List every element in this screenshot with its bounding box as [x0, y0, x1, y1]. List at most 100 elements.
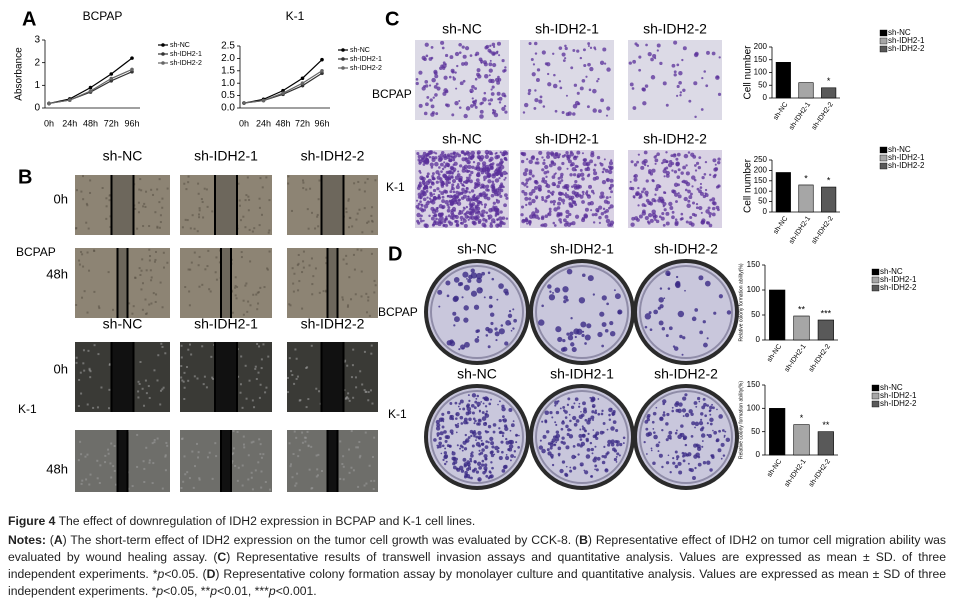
colony — [578, 433, 583, 438]
cell-dot — [528, 219, 532, 224]
colony — [500, 440, 504, 444]
colony — [676, 458, 679, 461]
series-line — [48, 57, 133, 105]
cell-dot — [437, 219, 442, 224]
colony — [706, 404, 710, 407]
cell-dot — [434, 93, 438, 97]
cell-dot — [457, 212, 461, 216]
cell-dot — [470, 198, 474, 202]
texture — [267, 231, 270, 234]
colony — [472, 469, 475, 472]
colony — [687, 462, 690, 465]
cell-dot — [705, 221, 709, 225]
cell-dot — [563, 218, 567, 223]
colony — [709, 405, 713, 410]
cell-dot — [541, 168, 545, 172]
colony — [603, 454, 607, 459]
colony — [604, 328, 609, 333]
cell-dot — [416, 186, 421, 191]
texture — [316, 468, 319, 471]
cell-dot — [422, 219, 425, 222]
cell-dot — [610, 159, 613, 162]
cell-dot — [598, 221, 601, 224]
cell-dot — [428, 155, 432, 159]
colony — [667, 454, 670, 457]
colony — [562, 441, 566, 445]
colony — [470, 453, 474, 458]
cell-dot — [677, 183, 680, 187]
cell-dot — [498, 54, 501, 57]
texture — [164, 455, 167, 458]
cell-dot — [462, 209, 465, 212]
column-header: sh-NC — [457, 366, 497, 382]
colony — [584, 470, 589, 475]
colony — [508, 310, 512, 313]
colony — [463, 447, 468, 451]
colony — [437, 289, 443, 295]
colony — [464, 341, 470, 348]
colony — [487, 345, 491, 349]
texture — [357, 180, 360, 183]
cell-dot — [501, 160, 504, 164]
texture — [354, 293, 357, 296]
cell-dot — [455, 195, 459, 200]
cell-dot — [680, 171, 684, 175]
texture — [181, 379, 184, 382]
texture — [370, 352, 373, 355]
texture — [347, 198, 350, 201]
colony — [709, 413, 712, 416]
colony — [706, 422, 709, 425]
cell-dot — [490, 165, 494, 170]
colony — [553, 443, 557, 447]
cell-dot — [547, 82, 552, 87]
colony — [725, 437, 731, 443]
significance: * — [800, 413, 804, 423]
chart-title: BCPAP — [83, 9, 123, 23]
column-header: sh-IDH2-2 — [654, 366, 718, 382]
colony — [693, 401, 698, 405]
row-label: BCPAP — [372, 87, 412, 101]
cell-dot — [718, 56, 721, 59]
colony — [584, 342, 587, 345]
cell-dot — [601, 170, 605, 174]
cell-dot — [633, 175, 636, 178]
colony — [586, 447, 591, 452]
texture — [150, 279, 153, 282]
colony — [658, 297, 664, 303]
colony — [472, 431, 477, 436]
colony — [674, 281, 681, 288]
texture — [316, 474, 319, 477]
colony — [542, 434, 547, 439]
colony — [436, 423, 441, 428]
colony — [661, 428, 664, 432]
colony — [562, 420, 565, 423]
cell-dot — [673, 40, 678, 45]
texture — [156, 437, 159, 440]
texture — [292, 453, 295, 456]
colony — [480, 439, 483, 442]
colony — [509, 459, 512, 462]
texture — [234, 294, 237, 297]
significance: ** — [798, 304, 806, 314]
cell-dot — [475, 51, 480, 56]
colony — [491, 466, 494, 470]
cell-dot — [573, 155, 577, 159]
cell-dot — [583, 63, 587, 68]
colony — [463, 317, 469, 323]
cell-dot — [560, 172, 564, 177]
texture — [180, 356, 183, 359]
texture — [149, 269, 152, 272]
texture — [363, 190, 366, 193]
cell-dot — [533, 179, 538, 184]
point — [300, 83, 305, 88]
cell-dot — [498, 101, 502, 104]
cell-dot — [566, 222, 572, 227]
cell-dot — [712, 201, 717, 206]
texture — [322, 290, 325, 293]
texture — [262, 453, 265, 456]
cell-dot — [652, 179, 655, 183]
colony — [607, 439, 612, 445]
colony — [591, 410, 595, 414]
colony — [700, 412, 704, 416]
panel-letter: B — [18, 166, 32, 188]
